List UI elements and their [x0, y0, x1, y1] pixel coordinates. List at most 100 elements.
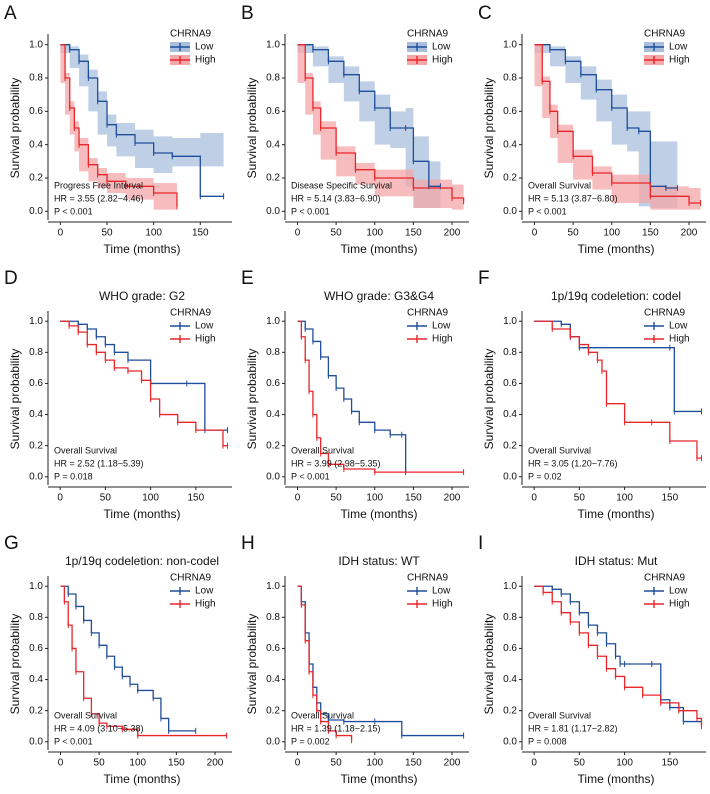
y-tick-label: 1.0 [266, 581, 280, 592]
chart-title: 1p/19q codeletion: codel [551, 289, 681, 303]
y-tick-label: 0.6 [266, 643, 280, 654]
panel-letter: H [241, 533, 255, 554]
y-tick-label: 0.6 [503, 378, 517, 389]
panel-letter: B [241, 3, 254, 24]
legend-label: Low [669, 42, 688, 53]
annotation: P < 0.001 [291, 206, 330, 216]
legend-label: Low [195, 42, 214, 53]
y-tick-label: 0.6 [29, 106, 43, 117]
legend-title: CHRNA9 [407, 29, 449, 40]
y-tick-label: 0.4 [503, 674, 517, 685]
x-tick-label: 50 [331, 493, 343, 504]
annotation: P = 0.002 [291, 736, 330, 746]
x-tick-label: 150 [187, 493, 204, 504]
y-tick-label: 0.6 [29, 378, 43, 389]
y-tick-label: 0.0 [266, 206, 280, 217]
y-tick-label: 0.0 [503, 471, 517, 482]
y-tick-label: 0.6 [266, 106, 280, 117]
panel-letter: D [4, 268, 18, 289]
annotation: P < 0.001 [54, 736, 93, 746]
chart-title: IDH status: WT [338, 554, 420, 568]
annotation: Overall Survival [528, 445, 591, 455]
legend-title: CHRNA9 [644, 29, 686, 40]
x-axis-label: Time (months) [578, 772, 655, 786]
y-tick-label: 0.4 [266, 409, 280, 420]
y-tick-label: 0.8 [266, 612, 280, 623]
x-axis-label: Time (months) [104, 242, 181, 256]
x-tick-label: 200 [681, 228, 698, 239]
confidence-band [534, 44, 701, 210]
legend-label: High [432, 599, 453, 610]
y-tick-label: 0.2 [29, 440, 43, 451]
annotation: HR = 4.09 (3.10−5.38) [54, 723, 144, 733]
y-tick-label: 1.0 [266, 316, 280, 327]
panel-letter: G [4, 533, 19, 554]
y-tick-label: 0.6 [503, 643, 517, 654]
y-tick-label: 0.0 [266, 471, 280, 482]
y-tick-label: 1.0 [29, 316, 43, 327]
annotation: P < 0.001 [54, 206, 93, 216]
y-tick-label: 0.8 [266, 347, 280, 358]
x-tick-label: 200 [444, 228, 461, 239]
y-tick-label: 0.0 [266, 736, 280, 747]
y-tick-label: 1.0 [503, 316, 517, 327]
legend-title: CHRNA9 [170, 29, 212, 40]
y-axis-label: Survival probability [482, 78, 496, 179]
annotation: Overall Survival [528, 710, 591, 720]
x-tick-label: 150 [405, 758, 422, 769]
annotation: P = 0.008 [528, 736, 567, 746]
x-tick-label: 100 [616, 758, 633, 769]
y-axis-label: Survival probability [245, 349, 259, 450]
legend-label: High [195, 334, 216, 345]
survival-curve [60, 585, 196, 732]
legend-label: Low [195, 586, 214, 597]
x-axis-label: Time (months) [578, 507, 655, 521]
chart-title: WHO grade: G3&G4 [324, 289, 434, 303]
legend-label: High [669, 599, 690, 610]
y-tick-label: 1.0 [266, 39, 280, 50]
x-tick-label: 150 [661, 493, 678, 504]
y-tick-label: 0.2 [503, 173, 517, 184]
panel: B 0.0 0.2 0.4 0.6 0.8 1.0 0 50 100 150 200 Time (mon… [241, 3, 469, 256]
panel: I IDH status: Mut 0.0 0.2 0.4 0.6 0.8 1.0 0 50 100… [478, 533, 706, 786]
legend-label: Low [669, 586, 688, 597]
legend-title: CHRNA9 [644, 573, 686, 584]
y-axis-label: Survival probability [8, 349, 22, 450]
annotation: HR = 5.14 (3.83−6.90) [291, 193, 381, 203]
survival-curve [534, 585, 703, 727]
x-tick-label: 50 [101, 228, 113, 239]
legend-label: High [432, 334, 453, 345]
x-axis-label: Time (months) [104, 772, 181, 786]
y-tick-label: 0.4 [266, 674, 280, 685]
y-tick-label: 0.2 [29, 173, 43, 184]
y-tick-label: 0.2 [29, 705, 43, 716]
x-tick-label: 200 [444, 493, 461, 504]
legend-label: Low [432, 586, 451, 597]
y-axis-label: Survival probability [482, 614, 496, 715]
annotation: Overall Survival [291, 710, 354, 720]
confidence-band [297, 44, 464, 210]
y-tick-label: 1.0 [503, 581, 517, 592]
x-tick-label: 50 [100, 493, 112, 504]
legend-title: CHRNA9 [644, 308, 686, 319]
y-tick-label: 0.8 [29, 347, 43, 358]
x-tick-label: 50 [568, 228, 580, 239]
y-axis-label: Survival probability [245, 78, 259, 179]
annotation: Progress Free Interval [54, 180, 143, 190]
x-tick-label: 50 [94, 758, 106, 769]
survival-curve [534, 44, 678, 189]
legend-title: CHRNA9 [170, 573, 212, 584]
y-tick-label: 0.2 [266, 705, 280, 716]
x-tick-label: 0 [295, 228, 301, 239]
survival-curve [534, 44, 701, 204]
y-tick-label: 0.8 [503, 612, 517, 623]
x-tick-label: 0 [58, 228, 64, 239]
y-tick-label: 0.8 [503, 73, 517, 84]
legend-title: CHRNA9 [407, 573, 449, 584]
x-tick-label: 150 [192, 228, 209, 239]
y-axis-label: Survival probability [8, 614, 22, 715]
annotation: Overall Survival [54, 710, 117, 720]
survival-curve [297, 585, 353, 741]
y-tick-label: 1.0 [29, 581, 43, 592]
